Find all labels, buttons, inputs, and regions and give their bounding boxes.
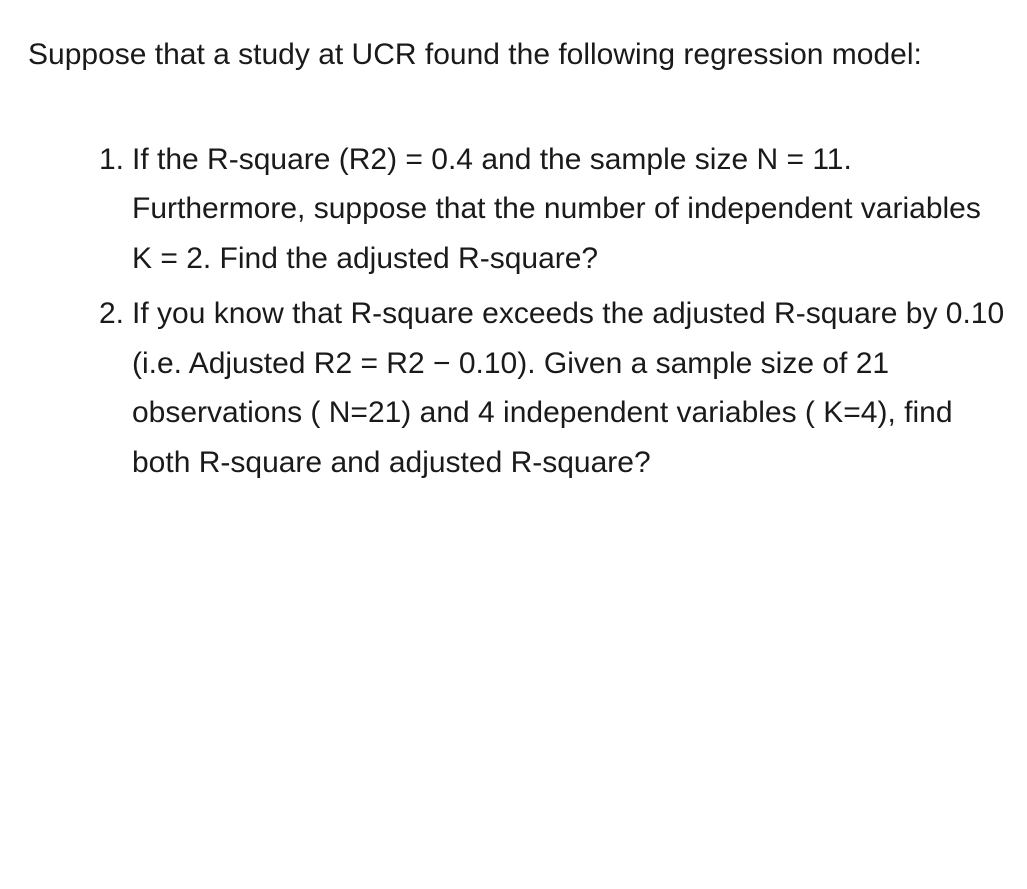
question-number: 1. xyxy=(86,135,132,284)
list-item: 2. If you know that R-square exceeds the… xyxy=(86,289,1007,487)
question-text: If the R-square (R2) = 0.4 and the sampl… xyxy=(132,135,1007,284)
question-number: 2. xyxy=(86,289,132,487)
question-text: If you know that R-square exceeds the ad… xyxy=(132,289,1007,487)
question-list: 1. If the R-square (R2) = 0.4 and the sa… xyxy=(28,135,1007,488)
intro-text: Suppose that a study at UCR found the fo… xyxy=(28,30,1007,80)
list-item: 1. If the R-square (R2) = 0.4 and the sa… xyxy=(86,135,1007,284)
